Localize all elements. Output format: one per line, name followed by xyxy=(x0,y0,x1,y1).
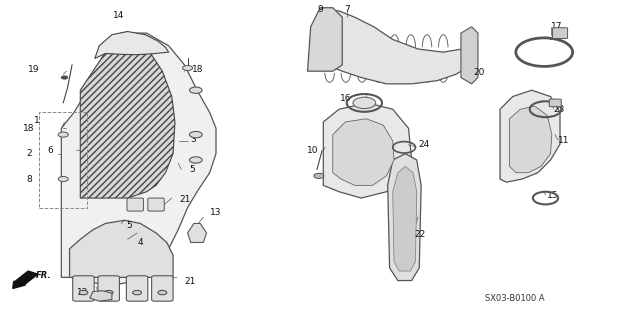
Circle shape xyxy=(190,157,202,163)
Text: 16: 16 xyxy=(340,94,351,103)
Polygon shape xyxy=(510,106,552,173)
Circle shape xyxy=(58,177,68,181)
FancyBboxPatch shape xyxy=(126,276,148,301)
FancyBboxPatch shape xyxy=(552,28,567,38)
Text: 11: 11 xyxy=(558,136,569,146)
Text: 6: 6 xyxy=(48,146,53,155)
Text: 20: 20 xyxy=(474,68,485,77)
Text: 9: 9 xyxy=(317,5,323,14)
Polygon shape xyxy=(188,223,207,243)
FancyBboxPatch shape xyxy=(98,276,119,301)
Polygon shape xyxy=(70,220,173,277)
Text: 5: 5 xyxy=(126,220,132,229)
Text: 10: 10 xyxy=(307,146,318,155)
Polygon shape xyxy=(307,8,342,71)
Circle shape xyxy=(190,132,202,138)
Text: 7: 7 xyxy=(344,5,350,14)
Circle shape xyxy=(314,173,324,178)
Text: 1: 1 xyxy=(34,116,39,125)
Circle shape xyxy=(133,290,141,295)
Text: 24: 24 xyxy=(418,140,429,148)
Circle shape xyxy=(61,76,68,79)
Circle shape xyxy=(104,290,113,295)
FancyBboxPatch shape xyxy=(549,99,561,107)
Circle shape xyxy=(183,66,193,70)
Text: 21: 21 xyxy=(184,277,196,286)
FancyBboxPatch shape xyxy=(148,198,164,211)
Text: 19: 19 xyxy=(28,65,39,74)
Text: 12: 12 xyxy=(77,288,88,298)
Polygon shape xyxy=(95,32,169,59)
Text: 22: 22 xyxy=(415,230,426,239)
FancyBboxPatch shape xyxy=(152,276,173,301)
Text: 4: 4 xyxy=(137,238,143,247)
Text: 23: 23 xyxy=(553,105,565,114)
Text: 13: 13 xyxy=(210,208,221,217)
Circle shape xyxy=(158,290,167,295)
Polygon shape xyxy=(61,33,216,284)
Circle shape xyxy=(353,97,376,108)
Text: 2: 2 xyxy=(26,149,32,158)
Text: 14: 14 xyxy=(112,12,124,20)
Circle shape xyxy=(58,132,68,137)
Polygon shape xyxy=(392,166,417,271)
Circle shape xyxy=(79,290,88,295)
Text: 21: 21 xyxy=(179,195,191,204)
Bar xyxy=(39,112,87,208)
Text: 8: 8 xyxy=(26,174,32,184)
Polygon shape xyxy=(388,154,421,281)
Polygon shape xyxy=(500,90,560,182)
Text: 17: 17 xyxy=(550,22,562,31)
Text: FR.: FR. xyxy=(36,271,51,280)
Circle shape xyxy=(190,87,202,93)
Text: 3: 3 xyxy=(191,135,197,144)
Text: 18: 18 xyxy=(23,124,34,133)
FancyArrow shape xyxy=(13,271,38,288)
Text: SX03-B0100 A: SX03-B0100 A xyxy=(484,294,544,303)
Polygon shape xyxy=(461,27,478,84)
Text: 5: 5 xyxy=(190,165,195,174)
Polygon shape xyxy=(90,291,112,301)
Text: 15: 15 xyxy=(547,191,559,200)
Polygon shape xyxy=(333,119,394,185)
Text: 18: 18 xyxy=(192,65,204,74)
FancyBboxPatch shape xyxy=(73,276,94,301)
Polygon shape xyxy=(323,103,411,198)
Polygon shape xyxy=(311,11,472,84)
FancyBboxPatch shape xyxy=(127,198,143,211)
Polygon shape xyxy=(81,43,175,198)
